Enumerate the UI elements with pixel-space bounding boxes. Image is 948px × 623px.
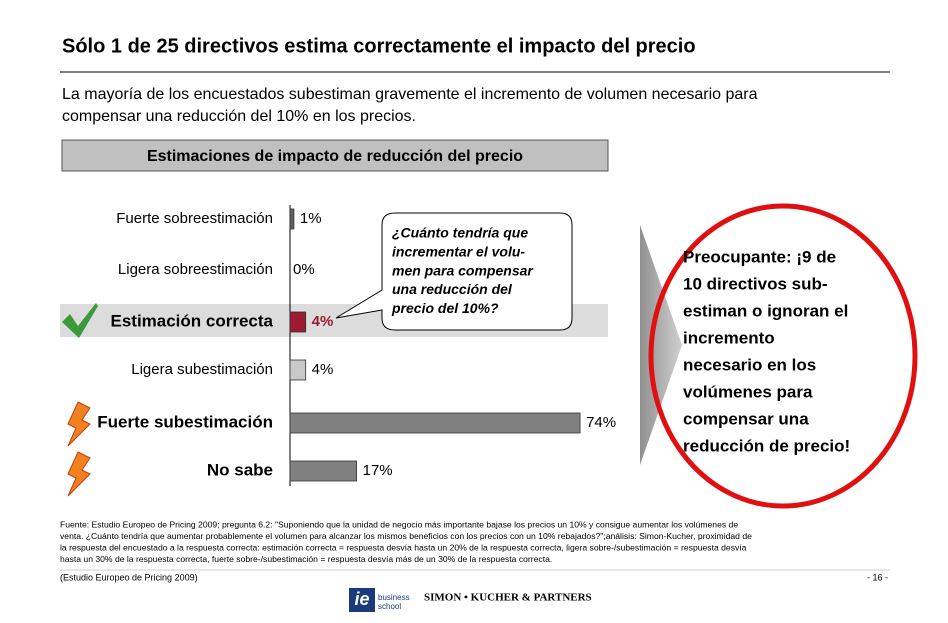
arrow <box>640 225 682 465</box>
bar <box>289 359 307 381</box>
title: Sólo 1 de 25 directivos estima correctam… <box>62 35 696 57</box>
highlight-circle <box>648 203 918 509</box>
logo-ie: ie <box>354 589 369 609</box>
conclusion-text: reducción de precio! <box>683 436 850 455</box>
logo-text: business <box>378 593 410 602</box>
category-label: Fuerte subestimación <box>97 412 273 431</box>
conclusion-text: necesario en los <box>683 355 816 374</box>
logo-partner: SIMON • KUCHER & PARTNERS <box>424 592 592 604</box>
value-label: 4% <box>312 361 334 378</box>
footnote: la respuesta del encuestado a la respues… <box>60 542 747 552</box>
conclusion-text: volúmenes para <box>683 382 813 401</box>
value-label: 17% <box>363 462 393 479</box>
page-number: - 16 - <box>867 572 888 582</box>
logo-box <box>349 588 375 612</box>
subtitle: La mayoría de los encuestados subestiman… <box>62 86 758 103</box>
source: (Estudio Europeo de Pricing 2009) <box>60 572 198 582</box>
category-label: Fuerte sobreestimación <box>116 210 273 227</box>
chart-title: Estimaciones de impacto de reducción del… <box>147 148 523 165</box>
value-label: 0% <box>293 261 315 278</box>
check-icon <box>62 303 98 338</box>
bar <box>289 460 358 482</box>
callout-text: men para compensar <box>392 262 534 278</box>
bar <box>289 208 295 230</box>
conclusion-text: estiman o ignoran el <box>683 301 848 320</box>
category-label: No sabe <box>207 460 273 479</box>
bar <box>289 412 581 434</box>
value-label: 4% <box>312 313 334 330</box>
bar <box>289 311 307 333</box>
lightning-icon <box>67 401 91 447</box>
callout-bubble <box>335 212 573 331</box>
subtitle: compensar una reducción del 10% en los p… <box>62 108 416 125</box>
logo-text: school <box>378 602 401 611</box>
callout-text: una reducción del <box>392 281 513 297</box>
chart-title-box <box>61 139 609 172</box>
conclusion-text: Preocupante: ¡9 de <box>683 247 836 266</box>
callout-text: precio del 10%? <box>391 300 499 316</box>
value-label: 74% <box>586 414 616 431</box>
category-label: Ligera sobreestimación <box>118 261 273 278</box>
footnote: Fuente: Estudio Europeo de Pricing 2009;… <box>60 519 738 529</box>
category-label: Ligera subestimación <box>131 361 273 378</box>
conclusion-text: compensar una <box>683 409 809 428</box>
footnote: venta. ¿Cuánto tendría que aumentar prob… <box>60 531 752 541</box>
footnote: hasta un 30% de la respuesta correcta, f… <box>60 554 552 564</box>
conclusion-text: 10 directivos sub- <box>683 274 828 293</box>
callout-text: ¿Cuánto tendría que <box>392 225 528 241</box>
callout-text: incrementar el volu- <box>392 244 525 260</box>
lightning-icon <box>67 451 91 497</box>
conclusion-text: incremento <box>683 328 775 347</box>
category-label: Estimación correcta <box>110 311 273 330</box>
value-label: 1% <box>300 210 322 227</box>
